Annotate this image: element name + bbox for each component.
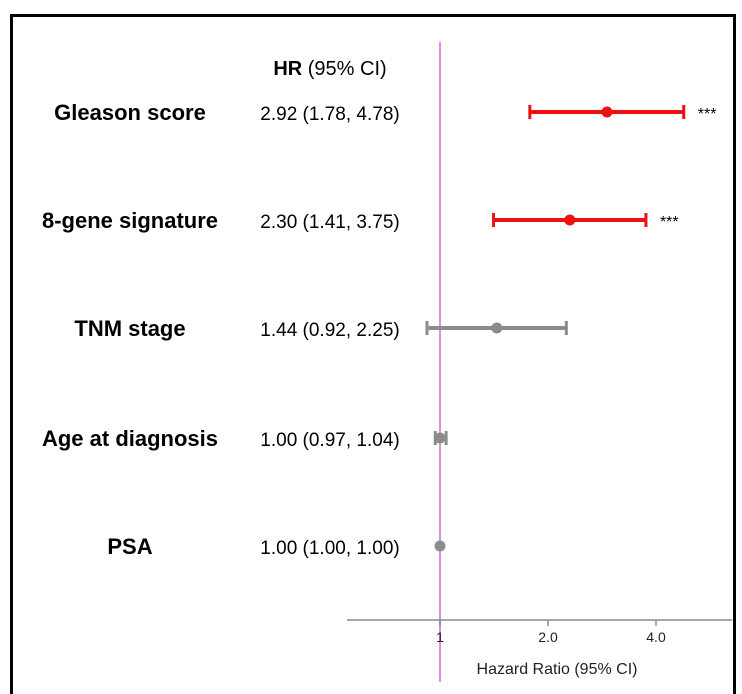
hr-column-header: HR (95% CI) [273, 58, 386, 80]
row-label: PSA [107, 534, 152, 559]
hr-value: 1.00 (0.97, 1.04) [260, 430, 399, 451]
hr-point [601, 106, 613, 118]
hr-header-bold: HR [273, 58, 302, 80]
forest-row: 8-gene signature 2.30 (1.41, 3.75) *** [42, 208, 679, 233]
hr-point [434, 432, 446, 444]
x-tick-label: 1 [436, 629, 444, 645]
hr-point [434, 540, 446, 552]
forest-row: TNM stage 1.44 (0.92, 2.25) [74, 316, 568, 341]
forest-rows: Gleason score 2.92 (1.78, 4.78) ***8-gene … [42, 100, 716, 559]
significance-marker: *** [698, 106, 717, 123]
x-tick-label: 4.0 [646, 629, 666, 645]
hr-value: 1.00 (1.00, 1.00) [260, 538, 399, 559]
hr-point [564, 214, 576, 226]
x-axis: 1 2.0 4.0 [347, 619, 732, 645]
hr-point [491, 322, 503, 334]
row-label: Gleason score [54, 100, 206, 125]
hr-value: 1.44 (0.92, 2.25) [260, 320, 399, 341]
hr-value: 2.30 (1.41, 3.75) [260, 212, 399, 233]
forest-row: PSA 1.00 (1.00, 1.00) [107, 534, 446, 559]
hr-value: 2.92 (1.78, 4.78) [260, 104, 399, 125]
hr-header-ci: (95% CI) [302, 58, 386, 80]
significance-marker: *** [660, 214, 679, 231]
forest-row: Gleason score 2.92 (1.78, 4.78) *** [54, 100, 716, 125]
chart-frame [10, 14, 736, 694]
forest-row: Age at diagnosis 1.00 (0.97, 1.04) [42, 426, 448, 451]
x-tick-label: 2.0 [538, 629, 558, 645]
row-label: Age at diagnosis [42, 426, 218, 451]
row-label: TNM stage [74, 316, 185, 341]
x-axis-title: Hazard Ratio (95% CI) [477, 661, 638, 678]
row-label: 8-gene signature [42, 208, 218, 233]
